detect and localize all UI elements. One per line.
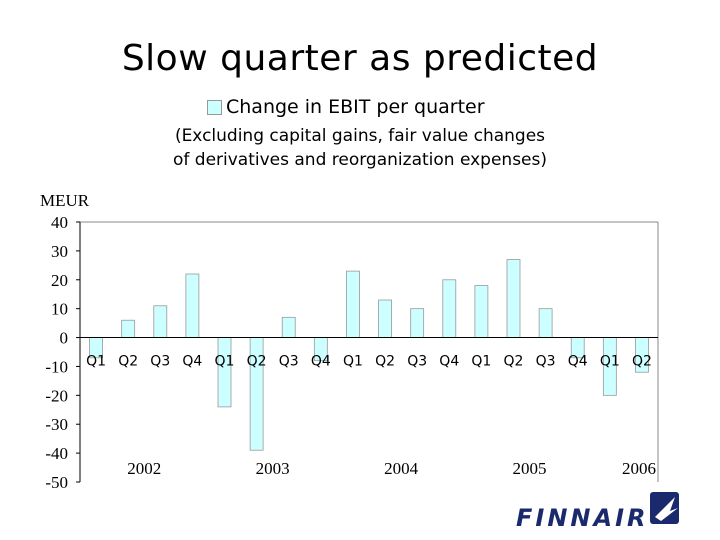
y-tick-label: -50 (45, 473, 68, 492)
finnair-logo: FINNAIR (516, 492, 679, 532)
y-tick-label: 0 (60, 329, 69, 348)
bar (346, 270, 360, 338)
x-tick-label: Q1 (343, 354, 363, 370)
chart-subtitle: (Excluding capital gains, fair value cha… (0, 124, 720, 172)
year-label: 2002 (127, 459, 161, 478)
year-label: 2005 (513, 459, 547, 478)
legend: Change in EBIT per quarter (207, 96, 485, 118)
x-tick-label: Q4 (311, 354, 331, 370)
bar (185, 273, 200, 338)
x-tick-label: Q3 (536, 354, 556, 370)
y-tick-label: -10 (45, 357, 68, 376)
bar (281, 316, 296, 338)
legend-swatch (207, 99, 222, 115)
subtitle-line-1: (Excluding capital gains, fair value cha… (174, 126, 546, 146)
bar (474, 285, 489, 338)
x-tick-label: Q2 (247, 354, 267, 370)
bar (153, 305, 168, 338)
bar (506, 259, 521, 338)
bar (442, 279, 457, 338)
logo-text: FINNAIR (516, 504, 648, 532)
x-tick-label: Q1 (600, 354, 620, 370)
x-tick-label: Q3 (279, 354, 299, 370)
y-tick-label: 40 (51, 213, 68, 232)
year-label: 2006 (622, 459, 656, 478)
plot-area: 40 30 20 10 0 -10 -20 -30 -40 -50 Q1 Q2 Q3 Q4 Q1 Q2 Q3 Q4… (45, 213, 659, 492)
bar (378, 299, 392, 338)
y-tick-label: 30 (51, 242, 68, 261)
x-tick-label: Q4 (439, 354, 459, 370)
x-tick-label: Q4 (182, 354, 202, 370)
y-tick-label: 10 (51, 300, 68, 319)
x-tick-label: Q2 (375, 354, 395, 370)
subtitle-line-2: of derivatives and reorganization expens… (172, 150, 548, 170)
y-tick-label: -20 (45, 386, 68, 405)
x-tick-label: Q1 (471, 354, 491, 370)
x-tick-label: Q2 (118, 354, 138, 370)
x-tick-label: Q3 (407, 354, 427, 370)
bar (410, 308, 425, 338)
y-tick-label: -40 (45, 444, 68, 463)
x-tick-label: Q2 (632, 354, 652, 370)
x-tick-label: Q4 (568, 354, 588, 370)
x-tick-label: Q2 (504, 354, 524, 370)
logo-emblem-icon (650, 492, 679, 524)
year-label: 2003 (256, 459, 290, 478)
bar (217, 337, 232, 408)
legend-label: Change in EBIT per quarter (226, 96, 485, 118)
y-tick-label: -30 (45, 415, 68, 434)
chart-title: Slow quarter as predicted (121, 38, 599, 79)
x-tick-label: Q1 (215, 354, 235, 370)
x-tick-label: Q3 (150, 354, 170, 370)
bar (538, 308, 553, 338)
y-tick-label: 20 (51, 271, 68, 290)
bar (121, 319, 136, 338)
y-axis-label: MEUR (40, 191, 90, 210)
x-tick-label: Q1 (86, 354, 106, 370)
year-label: 2004 (384, 459, 419, 478)
